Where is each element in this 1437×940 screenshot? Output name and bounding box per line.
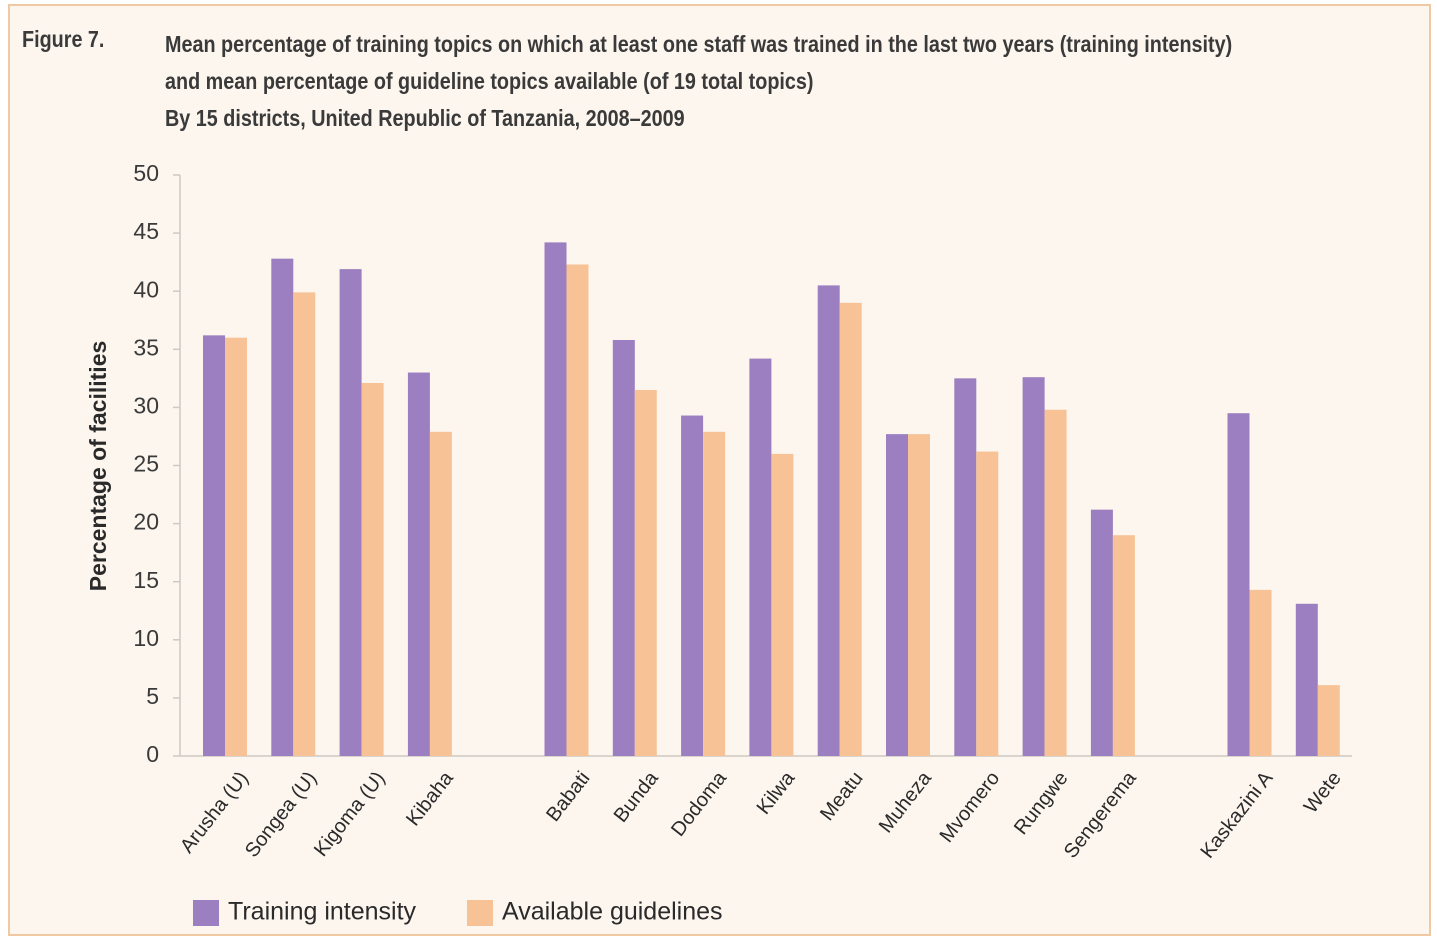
legend-label: Training intensity — [228, 898, 417, 926]
x-category-label: Dodoma — [667, 767, 731, 841]
y-tick-label: 25 — [133, 451, 159, 477]
legend-swatch — [467, 900, 493, 926]
bar-training-intensity — [886, 434, 908, 756]
x-category-label: Kigoma (U) — [310, 768, 390, 861]
bar-training-intensity — [681, 415, 704, 756]
bar-available-guidelines — [703, 431, 726, 756]
bar-available-guidelines — [908, 434, 930, 756]
bar-training-intensity — [544, 242, 567, 756]
figure-title: Mean percentage of training topics on wh… — [165, 26, 1232, 137]
bar-available-guidelines — [771, 453, 794, 756]
y-tick-label: 0 — [146, 741, 159, 767]
y-tick-label: 50 — [133, 160, 159, 186]
bar-available-guidelines — [1112, 535, 1135, 756]
bar-training-intensity — [1022, 377, 1045, 756]
x-category-label: Babati — [542, 768, 594, 826]
bar-training-intensity — [407, 372, 430, 756]
bar-available-guidelines — [839, 302, 862, 756]
bar-training-intensity — [339, 269, 362, 756]
figure-title-line-2: and mean percentage of guideline topics … — [165, 68, 814, 94]
y-tick-label: 40 — [133, 276, 159, 302]
y-tick-label: 30 — [133, 392, 159, 418]
bar-available-guidelines — [634, 389, 657, 756]
y-tick-label: 10 — [133, 625, 159, 651]
bar-available-guidelines — [1317, 685, 1340, 756]
x-category-label: Arusha (U) — [176, 768, 253, 858]
bar-training-intensity — [954, 378, 977, 756]
bar-training-intensity — [1295, 603, 1318, 756]
y-tick-label: 5 — [146, 683, 159, 709]
y-axis-ticks: 0 5 10 15 20 25 30 35 40 45 50 — [133, 160, 180, 767]
x-category-label: Kilwa — [753, 767, 800, 819]
y-tick-label: 20 — [133, 509, 159, 535]
bar-available-guidelines — [293, 292, 316, 756]
y-axis-label: Percentage of facilities — [85, 341, 111, 592]
legend-swatch — [193, 900, 219, 926]
x-category-label: Kaskazini A — [1196, 767, 1277, 863]
x-category-label: Mvomero — [936, 768, 1005, 847]
bar-available-guidelines — [1044, 409, 1067, 756]
x-category-label: Kibaha — [402, 767, 458, 830]
bar-training-intensity — [817, 285, 840, 756]
bar-training-intensity — [203, 335, 225, 756]
y-tick-label: 45 — [133, 218, 159, 244]
chart-legend: Training intensity Available guidelines — [193, 898, 723, 926]
x-category-label: Rungwe — [1010, 768, 1073, 839]
bar-training-intensity — [749, 358, 772, 756]
bar-available-guidelines — [225, 337, 247, 756]
bar-training-intensity — [1227, 413, 1250, 756]
bar-available-guidelines — [429, 431, 452, 756]
y-tick-label: 35 — [133, 334, 159, 360]
x-category-label: Muheza — [875, 767, 937, 837]
bar-available-guidelines — [976, 451, 999, 756]
bar-training-intensity — [271, 258, 294, 756]
figure-label: Figure 7. — [22, 26, 105, 52]
x-category-label: Wete — [1300, 768, 1346, 818]
figure-title-line-1: Mean percentage of training topics on wh… — [165, 31, 1233, 57]
bar-available-guidelines — [361, 382, 384, 756]
bar-training-intensity — [1090, 509, 1113, 756]
x-axis-categories: Arusha (U)Songea (U)Kigoma (U) Kibaha Baba… — [176, 767, 1346, 863]
x-category-label: Bunda — [610, 767, 663, 827]
x-category-label: Meatu — [816, 768, 868, 825]
figure-title-line-3: By 15 districts, United Republic of Tanz… — [165, 105, 685, 131]
y-tick-label: 15 — [133, 567, 159, 593]
bar-available-guidelines — [566, 264, 589, 756]
legend-label: Available guidelines — [502, 898, 723, 926]
chart-bars — [203, 242, 1340, 756]
bar-available-guidelines — [1249, 589, 1272, 756]
bar-training-intensity — [612, 340, 635, 756]
